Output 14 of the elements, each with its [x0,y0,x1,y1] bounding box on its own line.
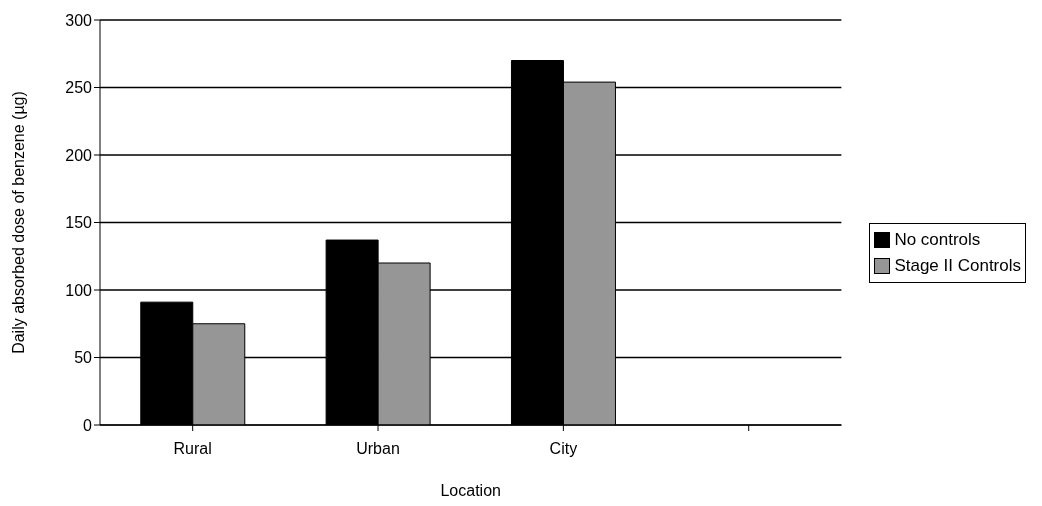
y-tick-label: 300 [65,11,93,29]
x-tick-label: Urban [356,440,400,458]
legend-label: Stage II Controls [894,255,1021,277]
y-tick-label: 250 [65,79,93,97]
y-tick-label: 50 [74,349,93,367]
y-tick-label: 0 [83,416,93,434]
x-tick-label: City [549,440,578,458]
y-axis-title: Daily absorbed dose of benzene (µg) [9,91,27,354]
y-tick-label: 200 [65,146,93,164]
x-axis-title: Location [440,482,501,499]
y-tick-label: 100 [65,281,93,299]
legend-label: No controls [894,229,981,251]
x-tick-label: Rural [173,440,212,458]
y-tick-label: 150 [65,214,93,232]
